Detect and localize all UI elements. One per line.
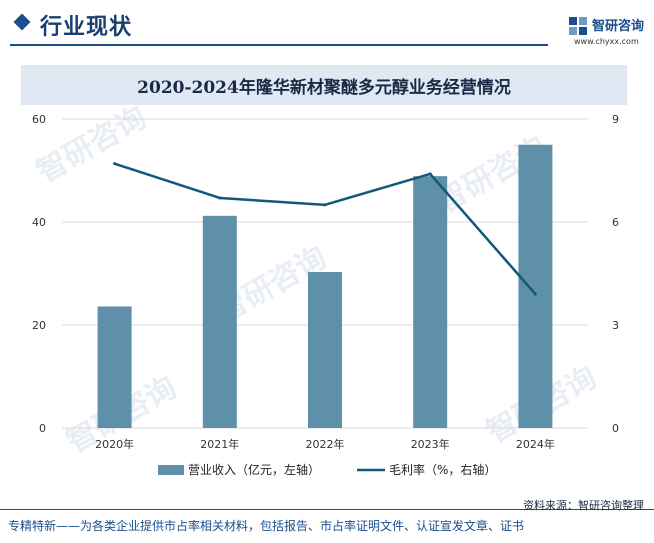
y-right-tick-label: 6 [612,216,619,229]
x-tick-label: 2022年 [306,437,345,451]
legend-label-bar: 营业收入（亿元，左轴） [188,462,320,477]
section-title: 行业现状 [40,15,133,40]
x-tick-label: 2023年 [411,437,450,451]
y-left-tick-label: 60 [32,113,46,126]
legend-label-line: 毛利率（%，右轴） [389,462,496,477]
y-right-tick-label: 9 [612,113,619,126]
y-right-tick-label: 3 [612,319,619,332]
x-tick-label: 2021年 [200,437,239,451]
bar [202,215,237,428]
line-point [428,172,432,176]
brand-logo-block: 智研咨询 www.chyxx.com [568,14,650,48]
bar [97,306,132,428]
page-header: 行业现状 智研咨询 www.chyxx.com [0,0,654,48]
footer-note: 专精特新——为各类企业提供市占率相关材料，包括报告、市占率证明文件、认证宣发文章… [8,519,525,533]
footer-divider [0,509,654,510]
line-point [113,162,117,166]
brand-url: www.chyxx.com [574,37,639,46]
line-point [218,196,222,200]
chart-title: 2020-2024年隆华新材聚醚多元醇业务经营情况 [137,78,511,98]
x-tick-label: 2020年 [95,437,134,451]
y-left-tick-label: 40 [32,216,46,229]
x-tick-label: 2024年 [516,437,555,451]
chart-title-band: 2020-2024年隆华新材聚醚多元醇业务经营情况 [21,65,627,105]
y-left-tick-label: 20 [32,319,46,332]
bar [413,176,448,428]
header-divider [10,44,548,46]
line-point [533,292,537,296]
brand-name: 智研咨询 [592,19,645,34]
brand-logo-icon [569,17,587,35]
bar [518,144,553,428]
legend-swatch-bar [158,465,184,475]
combo-chart: 0 20 40 60 0 3 6 9 2020年 2021年 2022年 2023年 2024年营业收入… [32,113,619,477]
source-note: 资料来源：智研咨询整理 [523,499,644,512]
y-right-tick-label: 0 [612,422,619,435]
y-left-tick-label: 0 [39,422,46,435]
bar [308,271,342,428]
line-point [323,203,327,207]
